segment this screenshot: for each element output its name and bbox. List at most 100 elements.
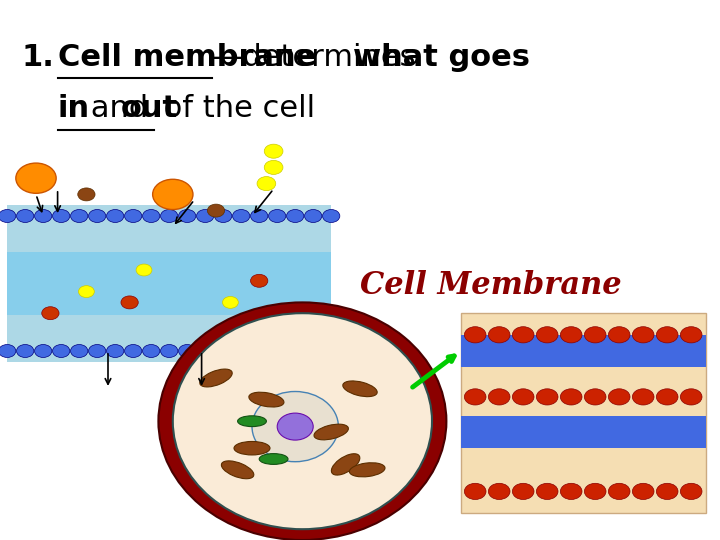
Circle shape <box>161 210 178 222</box>
Circle shape <box>277 413 313 440</box>
Circle shape <box>17 210 34 222</box>
Circle shape <box>305 345 322 357</box>
Circle shape <box>680 483 702 500</box>
Circle shape <box>89 210 106 222</box>
Circle shape <box>107 345 124 357</box>
Text: and: and <box>81 94 158 124</box>
Circle shape <box>513 389 534 405</box>
Circle shape <box>197 345 214 357</box>
Circle shape <box>488 389 510 405</box>
Circle shape <box>560 483 582 500</box>
Circle shape <box>125 345 142 357</box>
Text: Cell membrane: Cell membrane <box>58 43 316 72</box>
Text: in: in <box>58 94 90 124</box>
Circle shape <box>121 296 138 309</box>
Circle shape <box>42 307 59 320</box>
Circle shape <box>251 274 268 287</box>
Circle shape <box>680 327 702 343</box>
Circle shape <box>464 389 486 405</box>
Circle shape <box>125 210 142 222</box>
Circle shape <box>269 210 286 222</box>
Ellipse shape <box>259 454 288 464</box>
Circle shape <box>488 327 510 343</box>
Circle shape <box>560 327 582 343</box>
Circle shape <box>560 389 582 405</box>
Circle shape <box>107 210 124 222</box>
FancyBboxPatch shape <box>461 335 706 367</box>
Circle shape <box>78 286 94 298</box>
Circle shape <box>233 345 250 357</box>
FancyBboxPatch shape <box>461 416 706 448</box>
Circle shape <box>143 345 160 357</box>
Text: out: out <box>121 94 178 124</box>
Circle shape <box>215 345 232 357</box>
Text: Cell Membrane: Cell Membrane <box>360 270 621 301</box>
Ellipse shape <box>199 369 233 387</box>
Circle shape <box>53 345 70 357</box>
Circle shape <box>257 177 276 191</box>
Circle shape <box>585 389 606 405</box>
Ellipse shape <box>331 454 360 475</box>
Text: —determines: —determines <box>212 43 426 72</box>
Circle shape <box>464 327 486 343</box>
Circle shape <box>251 345 268 357</box>
Ellipse shape <box>249 392 284 407</box>
Ellipse shape <box>238 416 266 427</box>
Circle shape <box>71 345 88 357</box>
Circle shape <box>136 264 152 276</box>
Text: 1.: 1. <box>22 43 55 72</box>
Ellipse shape <box>221 461 254 479</box>
Circle shape <box>179 210 196 222</box>
Circle shape <box>35 345 52 357</box>
Circle shape <box>35 210 52 222</box>
Circle shape <box>0 345 16 357</box>
Text: what goes: what goes <box>353 43 530 72</box>
Ellipse shape <box>252 392 338 462</box>
Circle shape <box>287 345 304 357</box>
Circle shape <box>608 483 630 500</box>
Circle shape <box>0 210 16 222</box>
Circle shape <box>53 210 70 222</box>
Circle shape <box>197 210 214 222</box>
Circle shape <box>585 483 606 500</box>
FancyBboxPatch shape <box>7 252 331 315</box>
Circle shape <box>305 210 322 222</box>
Circle shape <box>153 179 193 210</box>
Circle shape <box>632 327 654 343</box>
FancyBboxPatch shape <box>461 313 706 513</box>
Circle shape <box>464 483 486 500</box>
Ellipse shape <box>234 442 270 455</box>
Ellipse shape <box>173 313 432 529</box>
Circle shape <box>179 345 196 357</box>
Circle shape <box>161 345 178 357</box>
Circle shape <box>608 327 630 343</box>
Circle shape <box>233 210 250 222</box>
Circle shape <box>16 163 56 193</box>
Ellipse shape <box>314 424 348 440</box>
Ellipse shape <box>158 302 446 540</box>
Circle shape <box>513 327 534 343</box>
Circle shape <box>71 210 88 222</box>
Circle shape <box>536 327 558 343</box>
Circle shape <box>536 483 558 500</box>
Circle shape <box>323 345 340 357</box>
Circle shape <box>143 210 160 222</box>
FancyBboxPatch shape <box>7 205 331 362</box>
Circle shape <box>632 483 654 500</box>
Circle shape <box>657 483 678 500</box>
Text: of the cell: of the cell <box>154 94 315 124</box>
Circle shape <box>488 483 510 500</box>
Circle shape <box>89 345 106 357</box>
Circle shape <box>207 204 225 217</box>
Circle shape <box>264 160 283 174</box>
Circle shape <box>78 188 95 201</box>
Circle shape <box>632 389 654 405</box>
Circle shape <box>251 210 268 222</box>
Circle shape <box>323 210 340 222</box>
Circle shape <box>680 389 702 405</box>
Circle shape <box>222 296 238 308</box>
Ellipse shape <box>343 381 377 397</box>
Ellipse shape <box>349 463 385 477</box>
Circle shape <box>17 345 34 357</box>
Circle shape <box>585 327 606 343</box>
